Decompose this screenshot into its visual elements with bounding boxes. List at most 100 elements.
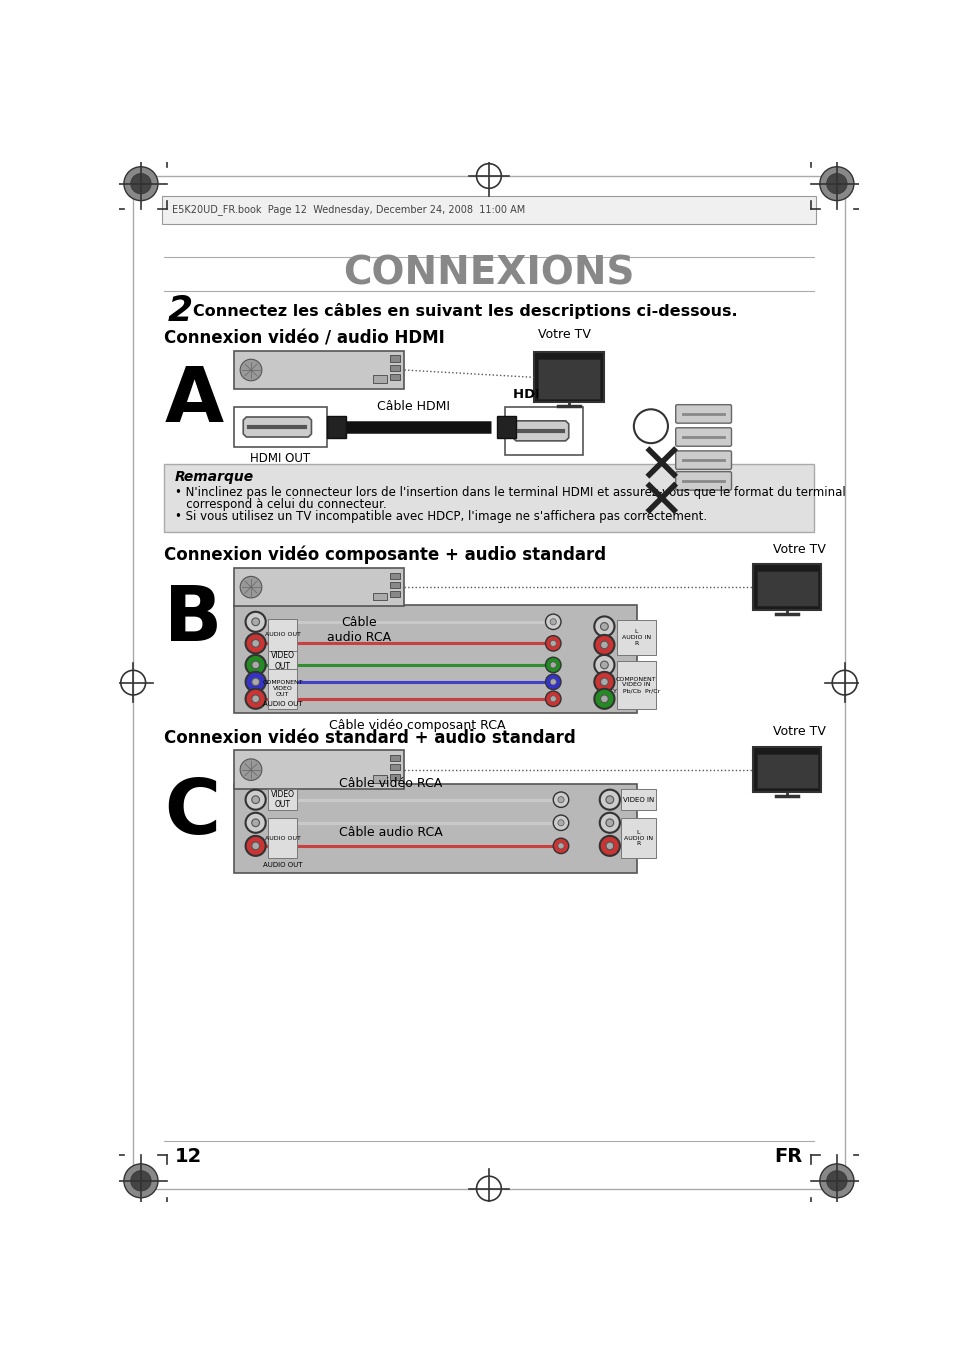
Circle shape (558, 820, 563, 825)
Circle shape (245, 612, 266, 632)
Circle shape (826, 173, 846, 193)
Circle shape (545, 657, 560, 673)
Circle shape (594, 616, 614, 636)
Circle shape (245, 671, 266, 692)
Circle shape (826, 1171, 846, 1192)
FancyBboxPatch shape (268, 669, 297, 709)
Text: Connexion vidéo composante + audio standard: Connexion vidéo composante + audio stand… (164, 546, 606, 565)
Circle shape (240, 359, 261, 381)
FancyBboxPatch shape (620, 789, 655, 811)
Text: L
AUDIO IN
R: L AUDIO IN R (621, 630, 650, 646)
Text: Connectez les câbles en suivant les descriptions ci-dessous.: Connectez les câbles en suivant les desc… (193, 303, 737, 319)
Text: CONNEXIONS: CONNEXIONS (343, 255, 634, 293)
FancyBboxPatch shape (620, 819, 655, 858)
Text: Câble HDMI: Câble HDMI (376, 400, 450, 413)
FancyBboxPatch shape (390, 374, 399, 380)
Circle shape (553, 815, 568, 831)
FancyBboxPatch shape (537, 359, 599, 399)
FancyBboxPatch shape (373, 376, 387, 384)
Circle shape (252, 819, 259, 827)
FancyBboxPatch shape (390, 355, 399, 362)
Circle shape (605, 819, 613, 827)
FancyBboxPatch shape (757, 571, 817, 607)
FancyBboxPatch shape (390, 765, 399, 770)
FancyBboxPatch shape (390, 582, 399, 588)
Circle shape (252, 639, 259, 647)
Text: 12: 12 (174, 1147, 202, 1166)
FancyBboxPatch shape (617, 661, 655, 709)
FancyBboxPatch shape (534, 353, 603, 403)
Circle shape (550, 662, 556, 667)
Text: Connexion vidéo standard + audio standard: Connexion vidéo standard + audio standar… (164, 728, 576, 747)
Circle shape (245, 689, 266, 709)
Circle shape (550, 678, 556, 685)
Circle shape (245, 836, 266, 857)
FancyBboxPatch shape (753, 747, 821, 792)
Circle shape (124, 1165, 158, 1198)
FancyBboxPatch shape (268, 650, 297, 673)
Text: L
AUDIO IN
R: L AUDIO IN R (623, 830, 653, 847)
Text: VIDEO
OUT: VIDEO OUT (271, 790, 294, 809)
FancyBboxPatch shape (233, 785, 637, 873)
FancyBboxPatch shape (162, 196, 815, 224)
Text: Câble vidéo composant RCA: Câble vidéo composant RCA (329, 719, 505, 732)
Circle shape (245, 813, 266, 832)
Text: COMPONENT
VIDEO
OUT: COMPONENT VIDEO OUT (262, 681, 303, 697)
Text: AUDIO OUT: AUDIO OUT (265, 836, 300, 840)
FancyBboxPatch shape (390, 590, 399, 597)
Circle shape (550, 640, 556, 646)
Text: VIDEO
OUT: VIDEO OUT (271, 651, 294, 671)
Text: VIDEO IN: VIDEO IN (622, 797, 654, 802)
Circle shape (545, 615, 560, 630)
Circle shape (599, 813, 619, 832)
Text: Connexion vidéo / audio HDMI: Connexion vidéo / audio HDMI (164, 330, 444, 349)
Text: AUDIO OUT: AUDIO OUT (263, 701, 302, 707)
Circle shape (545, 692, 560, 707)
Text: AUDIO OUT: AUDIO OUT (263, 862, 302, 869)
Text: HDMI IN: HDMI IN (513, 388, 574, 401)
FancyBboxPatch shape (233, 407, 327, 447)
FancyBboxPatch shape (497, 416, 516, 438)
Circle shape (599, 694, 608, 703)
Text: Votre TV: Votre TV (773, 543, 825, 555)
FancyBboxPatch shape (233, 351, 404, 389)
FancyBboxPatch shape (675, 451, 731, 469)
Circle shape (545, 674, 560, 689)
Circle shape (594, 689, 614, 709)
Circle shape (594, 671, 614, 692)
FancyBboxPatch shape (675, 428, 731, 446)
Circle shape (245, 790, 266, 809)
Circle shape (594, 655, 614, 676)
Circle shape (594, 635, 614, 655)
Circle shape (553, 792, 568, 808)
Circle shape (252, 617, 259, 626)
Circle shape (599, 836, 619, 857)
Circle shape (124, 166, 158, 200)
Text: Câble audio RCA: Câble audio RCA (338, 825, 442, 839)
FancyBboxPatch shape (327, 416, 345, 438)
Circle shape (605, 796, 613, 804)
Circle shape (252, 661, 259, 669)
Circle shape (240, 759, 261, 781)
Circle shape (599, 661, 608, 669)
FancyBboxPatch shape (373, 593, 387, 600)
FancyBboxPatch shape (757, 754, 817, 788)
Circle shape (245, 634, 266, 654)
Text: Câble vidéo RCA: Câble vidéo RCA (338, 777, 441, 790)
Circle shape (558, 843, 563, 848)
Text: correspond à celui du connecteur.: correspond à celui du connecteur. (174, 497, 386, 511)
Polygon shape (243, 417, 311, 436)
FancyBboxPatch shape (753, 565, 821, 611)
Text: • N'inclinez pas le connecteur lors de l'insertion dans le terminal HDMI et assu: • N'inclinez pas le connecteur lors de l… (174, 485, 845, 499)
Text: 2: 2 (167, 293, 193, 328)
FancyBboxPatch shape (268, 619, 297, 651)
Circle shape (553, 838, 568, 854)
FancyBboxPatch shape (675, 405, 731, 423)
Circle shape (245, 655, 266, 676)
Polygon shape (513, 422, 568, 440)
FancyBboxPatch shape (675, 471, 731, 490)
Circle shape (252, 796, 259, 804)
Text: AUDIO OUT: AUDIO OUT (265, 632, 300, 638)
FancyBboxPatch shape (268, 819, 297, 858)
FancyBboxPatch shape (233, 567, 404, 607)
